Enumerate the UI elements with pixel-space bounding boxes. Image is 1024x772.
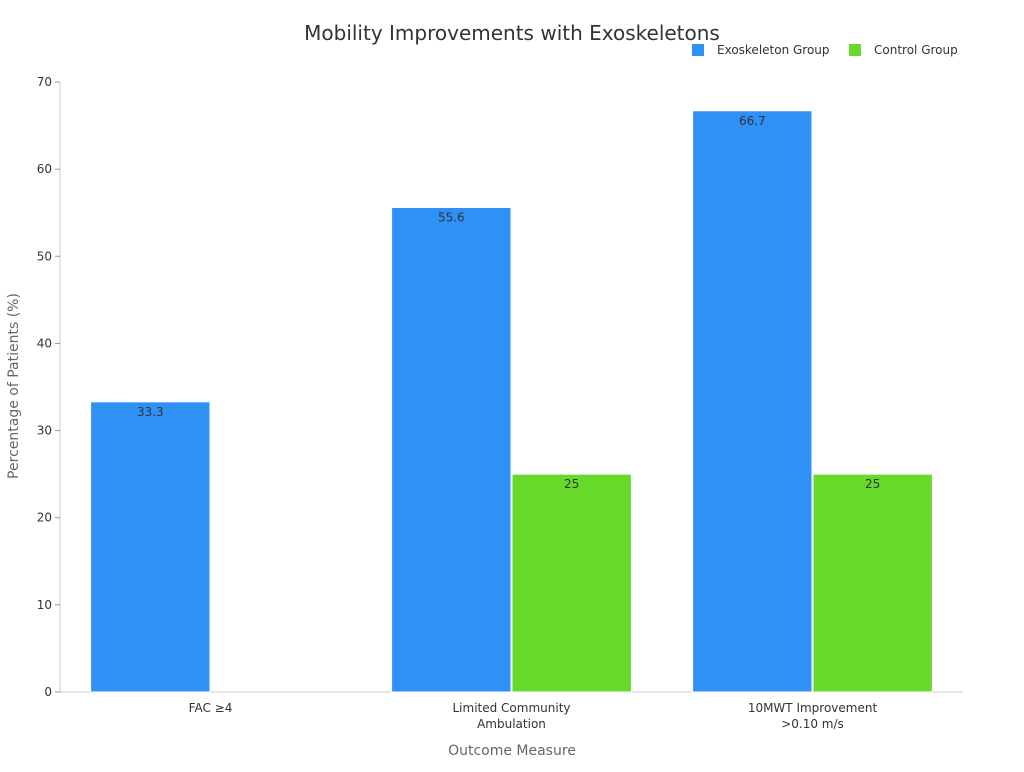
x-tick-label: Limited Community Ambulation [452, 701, 570, 731]
x-tick-label-line: >0.10 m/s [781, 717, 844, 731]
y-tick-label: 0 [44, 685, 52, 699]
bar-value-label: 33.3 [137, 405, 164, 419]
x-tick-label-line: Ambulation [477, 717, 546, 731]
bar-control-group [812, 473, 933, 693]
bar-control-group [511, 473, 632, 693]
bars-group [90, 110, 933, 693]
y-tick-label: 20 [37, 511, 52, 525]
legend-label: Control Group [874, 43, 958, 57]
bar-value-label: 55.6 [438, 210, 465, 224]
bar-labels-group: 33.3 55.6 66.7 25 25 [137, 114, 880, 491]
bar-value-label: 66.7 [739, 114, 766, 128]
y-tick-label: 30 [37, 424, 52, 438]
x-tick-label-line: FAC ≥4 [189, 701, 233, 715]
x-tick-label-line: Limited Community [452, 701, 570, 715]
bar-value-label: 25 [865, 477, 880, 491]
legend: Exoskeleton Group Control Group [692, 43, 958, 57]
y-tick-label: 70 [37, 75, 52, 89]
chart-title: Mobility Improvements with Exoskeletons [304, 21, 720, 45]
x-tick-label: 10MWT Improvement >0.10 m/s [748, 701, 878, 731]
x-tick-label: FAC ≥4 [189, 701, 233, 715]
legend-swatch [849, 44, 861, 56]
legend-label: Exoskeleton Group [717, 43, 830, 57]
bar-exoskeleton-group [391, 206, 512, 693]
bar-exoskeleton-group [90, 401, 211, 693]
y-tick-label: 60 [37, 162, 52, 176]
x-axis: FAC ≥4 Limited Community Ambulation 10MWT I… [60, 691, 963, 731]
y-axis: 0 10 20 30 40 50 60 70 [37, 75, 61, 699]
y-tick-label: 50 [37, 249, 52, 263]
legend-swatch [692, 44, 704, 56]
bar-exoskeleton-group [692, 110, 813, 693]
y-tick-label: 40 [37, 336, 52, 350]
x-axis-label: Outcome Measure [448, 743, 576, 759]
y-tick-label: 10 [37, 598, 52, 612]
bar-value-label: 25 [564, 477, 579, 491]
x-tick-label-line: 10MWT Improvement [748, 701, 878, 715]
y-axis-label: Percentage of Patients (%) [6, 293, 22, 479]
